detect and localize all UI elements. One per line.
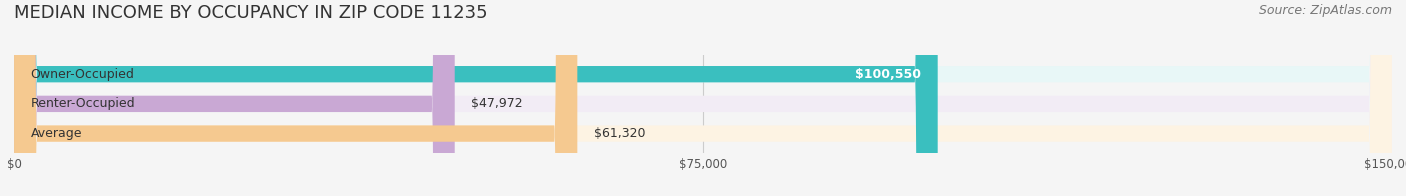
FancyBboxPatch shape bbox=[14, 0, 454, 196]
Text: MEDIAN INCOME BY OCCUPANCY IN ZIP CODE 11235: MEDIAN INCOME BY OCCUPANCY IN ZIP CODE 1… bbox=[14, 4, 488, 22]
Text: Source: ZipAtlas.com: Source: ZipAtlas.com bbox=[1258, 4, 1392, 17]
FancyBboxPatch shape bbox=[14, 0, 1392, 196]
Text: Owner-Occupied: Owner-Occupied bbox=[31, 68, 135, 81]
FancyBboxPatch shape bbox=[14, 0, 938, 196]
Text: $47,972: $47,972 bbox=[471, 97, 523, 110]
Text: Renter-Occupied: Renter-Occupied bbox=[31, 97, 135, 110]
FancyBboxPatch shape bbox=[14, 0, 1392, 196]
Text: Average: Average bbox=[31, 127, 82, 140]
FancyBboxPatch shape bbox=[14, 0, 578, 196]
Text: $100,550: $100,550 bbox=[855, 68, 921, 81]
Text: $61,320: $61,320 bbox=[593, 127, 645, 140]
FancyBboxPatch shape bbox=[14, 0, 1392, 196]
